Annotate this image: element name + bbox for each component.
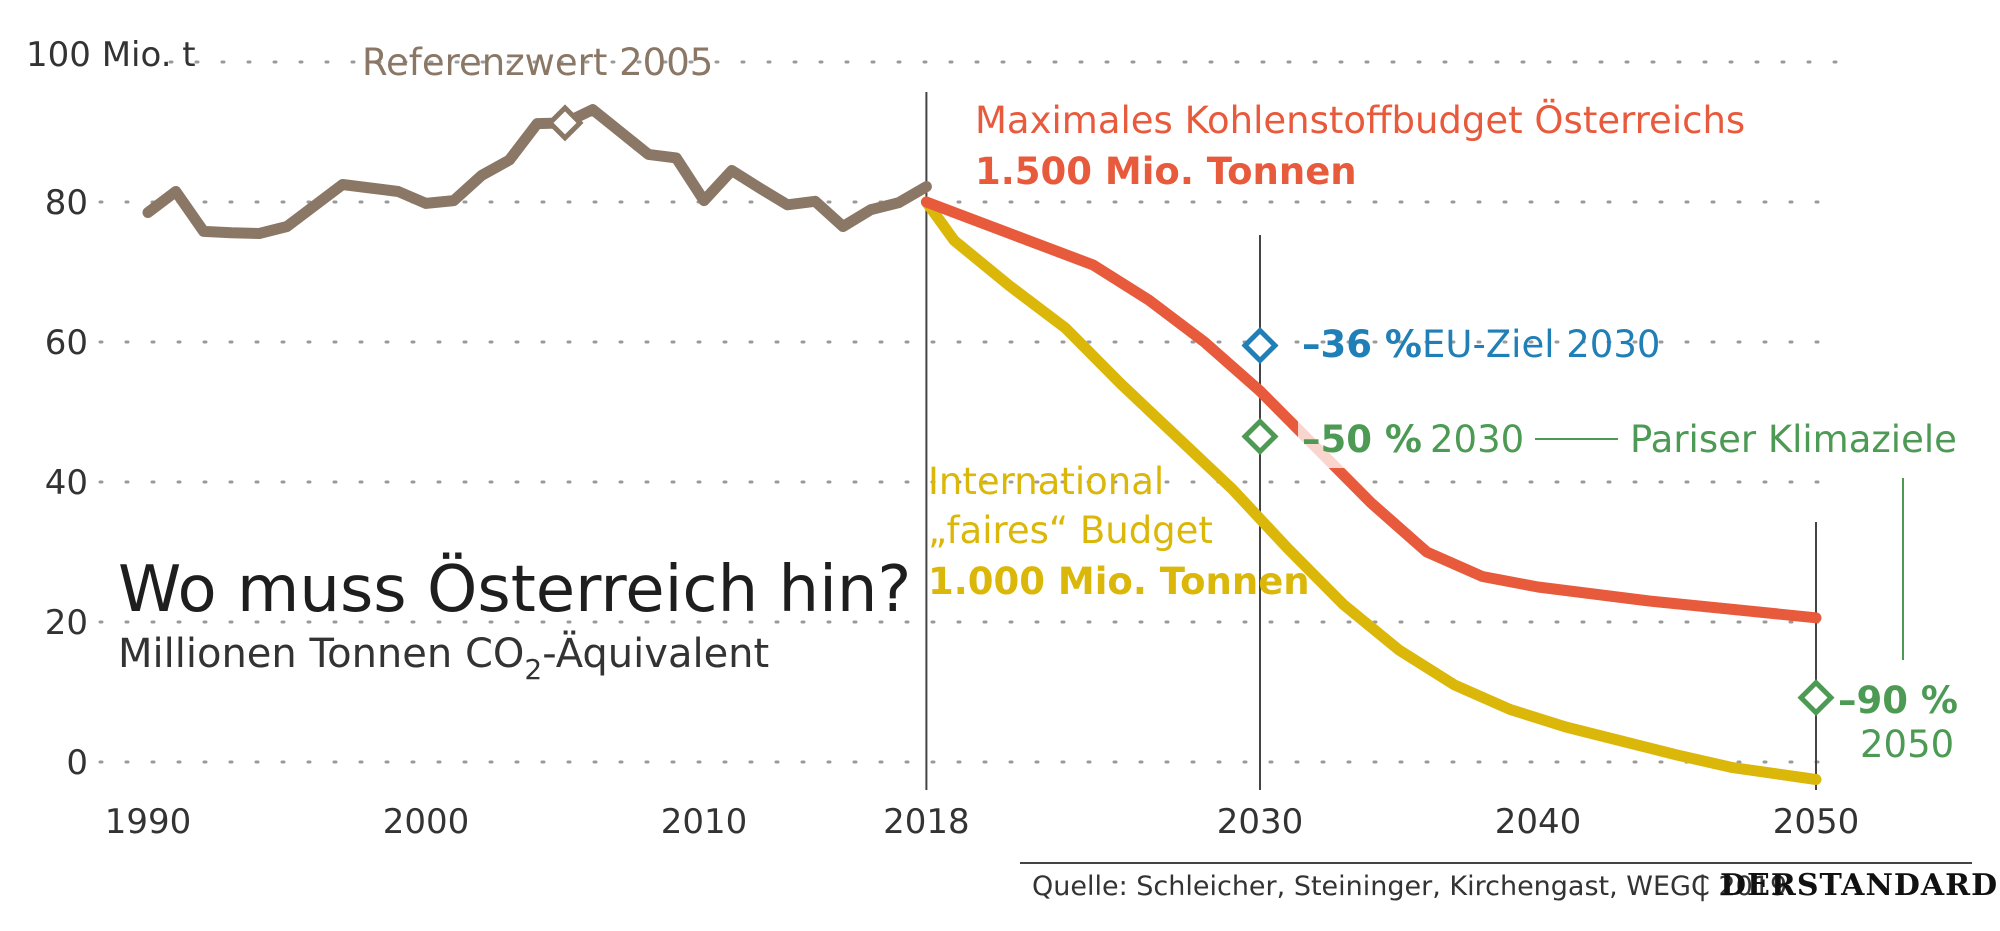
y-tick-labels: 80 60 40 20 0	[45, 183, 88, 783]
diamond-marker-ref_marker	[546, 104, 584, 142]
x-tick-1990: 1990	[105, 802, 192, 842]
paris-2030-year: 2030	[1430, 418, 1524, 461]
x-tick-2040: 2040	[1495, 802, 1582, 842]
x-tick-2030: 2030	[1217, 802, 1304, 842]
y-tick-80: 80	[45, 183, 88, 223]
subtitle-main: Millionen Tonnen CO	[118, 631, 524, 677]
series-line-fair_budget	[920, 196, 1822, 785]
fair-budget-label-line3: 1.000 Mio. Tonnen	[928, 560, 1310, 603]
max-budget-label-line1: Maximales Kohlenstoffbudget Österreichs	[975, 99, 1745, 142]
eu-target-percent: –36 %	[1302, 323, 1422, 366]
diamond-marker-paris2030_marker	[1241, 417, 1279, 456]
brand-logo: DERSTANDARD	[1720, 868, 1998, 903]
source-separator: |	[1698, 871, 1707, 902]
paris-label: Pariser Klimaziele	[1630, 418, 1957, 461]
x-tick-labels: 1990 2000 2010 2018 2030 2040 2050	[105, 802, 1860, 842]
fair-budget-label-line2: „faires“ Budget	[928, 509, 1213, 552]
x-tick-2050: 2050	[1773, 802, 1860, 842]
y-tick-60: 60	[45, 323, 88, 363]
subtitle-subscript: 2	[524, 653, 542, 686]
x-tick-2018: 2018	[883, 802, 970, 842]
paris-2050-year: 2050	[1860, 723, 1954, 766]
paris-2030-percent: –50 %	[1302, 418, 1422, 461]
label-backdrop	[1298, 418, 1530, 468]
chart-subtitle: Millionen Tonnen CO2-Äquivalent	[118, 629, 769, 686]
series-line-historical	[142, 104, 932, 239]
gridlines	[98, 60, 1840, 764]
series-line-max_budget	[920, 196, 1822, 624]
eu-target-label: EU-Ziel 2030	[1422, 323, 1660, 366]
paris-2050-percent: –90 %	[1838, 679, 1958, 722]
y-tick-20: 20	[45, 603, 88, 643]
diamond-marker-paris2050_marker	[1797, 679, 1835, 717]
subtitle-rest: -Äquivalent	[542, 629, 769, 677]
y-tick-0: 0	[66, 743, 88, 783]
source-text: Quelle: Schleicher, Steininger, Kircheng…	[1032, 871, 1787, 902]
x-tick-2000: 2000	[383, 802, 470, 842]
fair-budget-label-line1: International	[928, 460, 1164, 503]
markers	[546, 104, 1835, 717]
y-tick-40: 40	[45, 463, 88, 503]
max-budget-label-line2: 1.500 Mio. Tonnen	[975, 150, 1357, 193]
chart-title: Wo muss Österreich hin?	[118, 552, 911, 627]
series-lines	[142, 104, 1822, 785]
reference-label: Referenzwert 2005	[362, 41, 713, 84]
diamond-marker-eu_marker	[1241, 326, 1279, 365]
x-tick-2010: 2010	[661, 802, 748, 842]
y-unit-label: 100 Mio. t	[26, 35, 196, 75]
